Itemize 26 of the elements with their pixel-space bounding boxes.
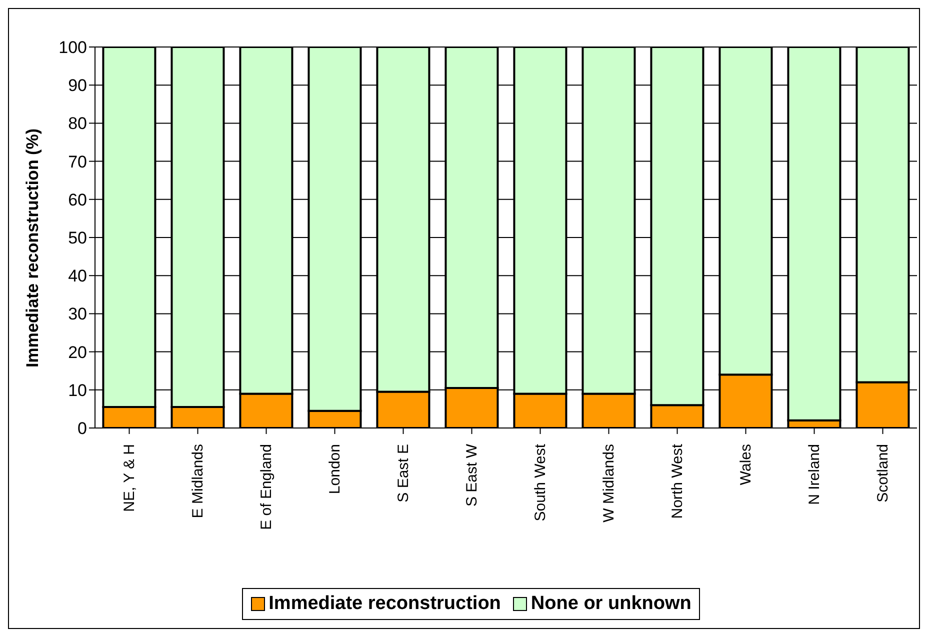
x-tick-label: South West bbox=[532, 443, 549, 522]
x-tick-label: Wales bbox=[737, 444, 754, 486]
y-tick-label: 80 bbox=[68, 114, 87, 134]
x-tick-label: NE, Y & H bbox=[120, 444, 138, 512]
x-tick-label: N Ireland bbox=[806, 444, 823, 505]
legend-label: None or unknown bbox=[530, 593, 692, 615]
y-tick-label: 100 bbox=[58, 38, 87, 58]
x-tick-label: London bbox=[326, 444, 344, 494]
x-tick-label: E of England bbox=[258, 444, 275, 530]
legend-label: Immediate reconstruction bbox=[268, 593, 501, 615]
y-tick-label: 10 bbox=[68, 380, 87, 400]
x-tick-label: E Midlands bbox=[189, 444, 206, 518]
x-tick-label: North West bbox=[668, 443, 686, 519]
y-tick-label: 20 bbox=[68, 342, 87, 362]
y-axis-title: Immediate reconstruction (%) bbox=[23, 128, 42, 368]
y-tick-label: 40 bbox=[68, 266, 87, 286]
y-tick-label: 70 bbox=[68, 152, 87, 172]
y-tick-label: 90 bbox=[68, 76, 87, 96]
x-tick-label: S East W bbox=[463, 443, 480, 507]
x-tick-label: W Midlands bbox=[600, 444, 618, 522]
y-tick-label: 50 bbox=[68, 228, 87, 248]
y-tick-label: 0 bbox=[78, 419, 87, 438]
y-tick-label: 30 bbox=[68, 304, 87, 324]
x-tick-label: S East E bbox=[394, 444, 412, 502]
y-tick-label: 60 bbox=[68, 190, 87, 210]
x-tick-label: Scotland bbox=[874, 444, 892, 502]
